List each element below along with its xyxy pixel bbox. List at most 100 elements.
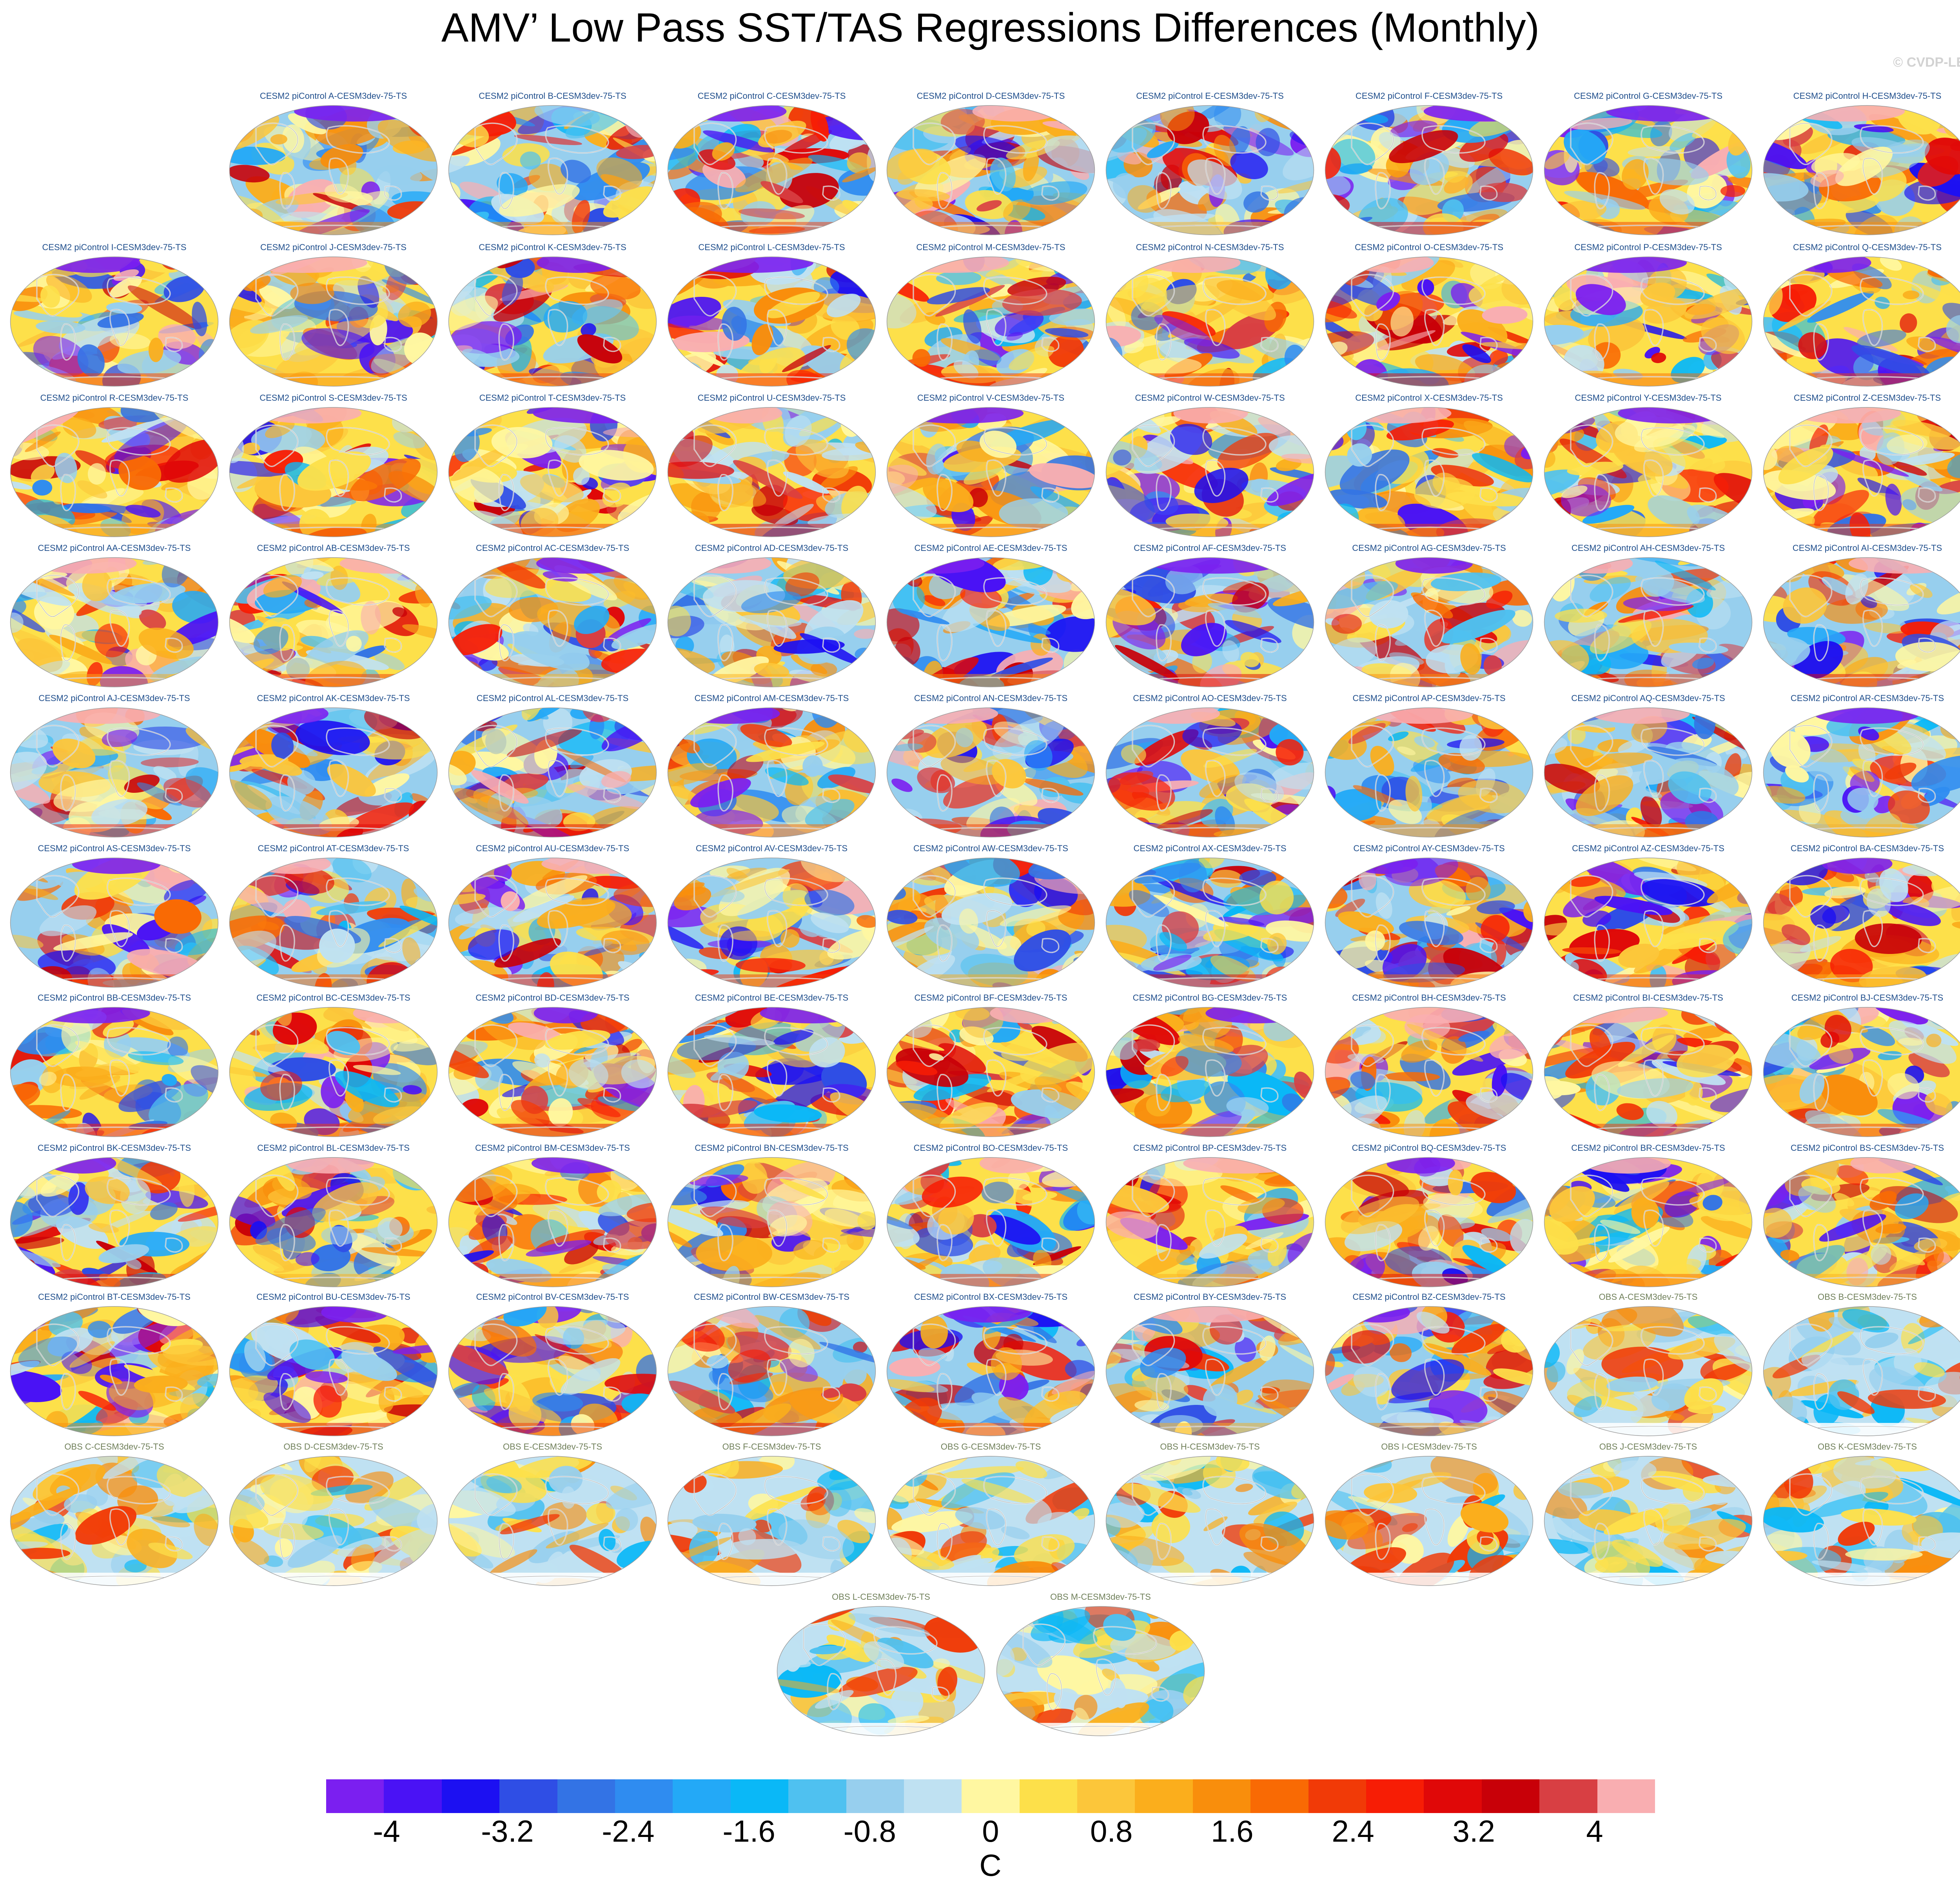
colorbar-swatch — [441, 1779, 500, 1813]
map-panel: CESM2 piControl X-CESM3dev-75-TS — [1320, 393, 1538, 539]
global-map — [1544, 256, 1753, 387]
colorbar-swatch — [1481, 1779, 1540, 1813]
map-panel: CESM2 piControl BJ-CESM3dev-75-TS — [1759, 993, 1960, 1139]
colorbar-swatch — [1250, 1779, 1308, 1813]
map-panel: CESM2 piControl L-CESM3dev-75-TS — [663, 242, 880, 388]
map-panel: CESM2 piControl K-CESM3dev-75-TS — [444, 242, 661, 388]
colorbar-swatch — [730, 1779, 789, 1813]
global-map — [10, 858, 219, 988]
global-map — [10, 407, 219, 537]
colorbar-tick-label: -3.2 — [481, 1814, 534, 1848]
map-panel: CESM2 piControl AE-CESM3dev-75-TS — [882, 543, 1100, 689]
global-map — [229, 1157, 438, 1287]
global-map — [1325, 256, 1534, 387]
map-panel-label: CESM2 piControl BI-CESM3dev-75-TS — [1573, 993, 1723, 1003]
map-panel: CESM2 piControl AZ-CESM3dev-75-TS — [1539, 843, 1757, 989]
map-panel-label: CESM2 piControl C-CESM3dev-75-TS — [697, 91, 846, 101]
global-map — [448, 858, 657, 988]
colorbar-swatch — [846, 1779, 904, 1813]
global-map — [667, 105, 876, 235]
map-panel-label: CESM2 piControl A-CESM3dev-75-TS — [260, 91, 407, 101]
map-panel-label: CESM2 piControl BO-CESM3dev-75-TS — [913, 1143, 1068, 1153]
map-panel: OBS C-CESM3dev-75-TS — [5, 1442, 223, 1588]
global-map — [886, 858, 1095, 988]
map-panel-label: CESM2 piControl BH-CESM3dev-75-TS — [1352, 993, 1506, 1003]
global-map — [1105, 407, 1314, 537]
map-panel-label: CESM2 piControl AM-CESM3dev-75-TS — [694, 693, 849, 703]
map-panel: CESM2 piControl P-CESM3dev-75-TS — [1539, 242, 1757, 388]
colorbar-swatch — [962, 1779, 1020, 1813]
colorbar-swatch — [1424, 1779, 1482, 1813]
map-panel: CESM2 piControl AG-CESM3dev-75-TS — [1320, 543, 1538, 689]
global-map — [1763, 105, 1960, 235]
map-panel-label: CESM2 piControl L-CESM3dev-75-TS — [698, 242, 845, 252]
global-map — [1544, 858, 1753, 988]
global-map — [448, 557, 657, 687]
map-panel-label: OBS B-CESM3dev-75-TS — [1817, 1292, 1917, 1302]
map-panel-label: CESM2 piControl V-CESM3dev-75-TS — [917, 393, 1065, 403]
map-panel: CESM2 piControl AI-CESM3dev-75-TS — [1759, 543, 1960, 689]
map-panel: CESM2 piControl AB-CESM3dev-75-TS — [225, 543, 442, 689]
global-map — [229, 256, 438, 387]
map-panel-label: CESM2 piControl G-CESM3dev-75-TS — [1573, 91, 1722, 101]
map-panel-label: CESM2 piControl Z-CESM3dev-75-TS — [1793, 393, 1941, 403]
map-panel: CESM2 piControl AT-CESM3dev-75-TS — [225, 843, 442, 989]
map-panel: CESM2 piControl BZ-CESM3dev-75-TS — [1320, 1292, 1538, 1438]
map-panel-label: CESM2 piControl AJ-CESM3dev-75-TS — [38, 693, 190, 703]
map-panel: CESM2 piControl O-CESM3dev-75-TS — [1320, 242, 1538, 388]
global-map — [886, 105, 1095, 235]
map-panel-label: CESM2 piControl AK-CESM3dev-75-TS — [257, 693, 410, 703]
colorbar-swatch — [557, 1779, 615, 1813]
global-map — [1763, 256, 1960, 387]
colorbar-tick-label: 3.2 — [1452, 1814, 1495, 1848]
global-map — [229, 557, 438, 687]
map-panel: CESM2 piControl AD-CESM3dev-75-TS — [663, 543, 880, 689]
map-panel-label: OBS C-CESM3dev-75-TS — [64, 1442, 164, 1452]
map-panel: OBS A-CESM3dev-75-TS — [1539, 1292, 1757, 1438]
global-map — [1105, 707, 1314, 838]
global-map — [1105, 105, 1314, 235]
global-map — [886, 256, 1095, 387]
map-panel: OBS I-CESM3dev-75-TS — [1320, 1442, 1538, 1588]
figure-title: AMV’ Low Pass SST/TAS Regressions Differ… — [441, 5, 1540, 51]
map-panel-label: CESM2 piControl AE-CESM3dev-75-TS — [914, 543, 1067, 553]
map-panel: CESM2 piControl Z-CESM3dev-75-TS — [1759, 393, 1960, 539]
map-panel: CESM2 piControl AW-CESM3dev-75-TS — [882, 843, 1100, 989]
map-panel: OBS F-CESM3dev-75-TS — [663, 1442, 880, 1588]
map-panel: CESM2 piControl AP-CESM3dev-75-TS — [1320, 693, 1538, 839]
global-map — [448, 407, 657, 537]
colorbar-swatch — [615, 1779, 673, 1813]
global-map — [1544, 105, 1753, 235]
map-panel: CESM2 piControl AA-CESM3dev-75-TS — [5, 543, 223, 689]
global-map — [1544, 1456, 1753, 1586]
map-panel: CESM2 piControl AJ-CESM3dev-75-TS — [5, 693, 223, 839]
map-panel-label: CESM2 piControl BT-CESM3dev-75-TS — [38, 1292, 191, 1302]
map-panel-label: CESM2 piControl O-CESM3dev-75-TS — [1354, 242, 1503, 252]
colorbar — [326, 1779, 1655, 1813]
colorbar-swatch — [499, 1779, 557, 1813]
map-panel: OBS D-CESM3dev-75-TS — [225, 1442, 442, 1588]
map-panel: CESM2 piControl BV-CESM3dev-75-TS — [444, 1292, 661, 1438]
colorbar-tick-label: 4 — [1586, 1814, 1603, 1848]
global-map — [229, 105, 438, 235]
global-map — [448, 707, 657, 838]
global-map — [667, 1306, 876, 1436]
map-panel-label: CESM2 piControl BN-CESM3dev-75-TS — [695, 1143, 849, 1153]
map-panel: CESM2 piControl Q-CESM3dev-75-TS — [1759, 242, 1960, 388]
map-panel: CESM2 piControl BK-CESM3dev-75-TS — [5, 1143, 223, 1289]
watermark: © CVDP-LE — [1893, 55, 1960, 70]
map-panel: CESM2 piControl AF-CESM3dev-75-TS — [1101, 543, 1319, 689]
global-map — [1763, 1007, 1960, 1137]
global-map — [1763, 858, 1960, 988]
map-panel: CESM2 piControl F-CESM3dev-75-TS — [1320, 91, 1538, 237]
map-panel-label: CESM2 piControl AD-CESM3dev-75-TS — [695, 543, 849, 553]
map-panel-label: CESM2 piControl BR-CESM3dev-75-TS — [1571, 1143, 1725, 1153]
colorbar-swatch — [384, 1779, 442, 1813]
colorbar-swatch — [1308, 1779, 1367, 1813]
global-map — [667, 707, 876, 838]
colorbar-swatch — [1077, 1779, 1135, 1813]
global-map — [1763, 707, 1960, 838]
colorbar-swatch — [1366, 1779, 1424, 1813]
map-panel: OBS K-CESM3dev-75-TS — [1759, 1442, 1960, 1588]
map-panel: CESM2 piControl BX-CESM3dev-75-TS — [882, 1292, 1100, 1438]
